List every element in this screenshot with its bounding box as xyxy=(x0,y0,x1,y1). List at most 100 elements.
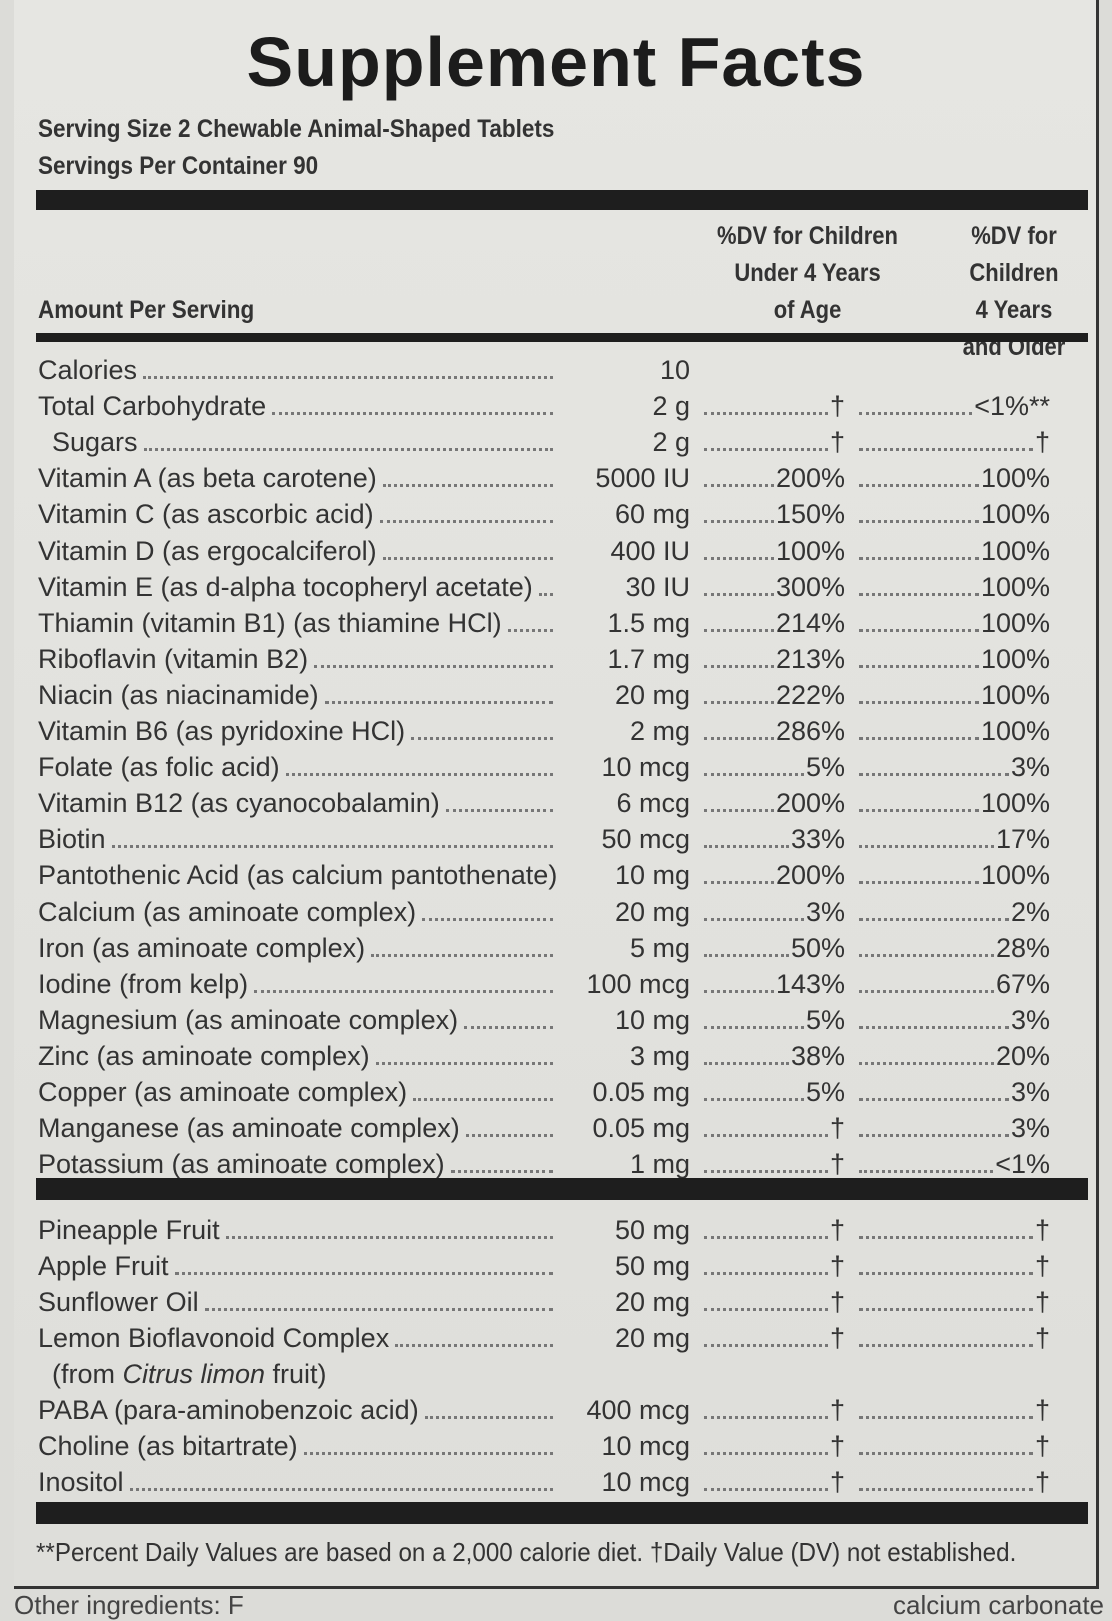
dot-leader xyxy=(382,556,553,560)
dv-under4-cell: 213% xyxy=(690,643,845,675)
dv-older: 20% xyxy=(995,1040,1050,1071)
nutrient-name-cell: Niacin (as niacinamide) xyxy=(38,679,565,711)
nutrient-name: Zinc (as aminoate complex) xyxy=(38,1040,370,1071)
dot-leader xyxy=(859,412,973,416)
nutrient-name-cell: Calcium (as aminoate complex) xyxy=(38,896,565,928)
dot-leader xyxy=(704,1308,828,1311)
nutrient-name-cell: Vitamin B12 (as cyanocobalamin) xyxy=(38,787,565,819)
nutrient-amount: 0.05 mg xyxy=(592,1077,690,1107)
dv-older: † xyxy=(1034,1395,1050,1425)
nutrient-row: Riboflavin (vitamin B2) 1.7 mg 213% 100% xyxy=(38,639,1050,675)
dv-under4: 100% xyxy=(775,535,845,566)
header-line: %DV for Children xyxy=(717,222,898,250)
nutrient-name: Biotin xyxy=(38,824,106,855)
dot-leader xyxy=(859,1308,1033,1311)
dot-leader xyxy=(254,989,553,993)
dot-leader xyxy=(704,1488,828,1491)
nutrient-name: Vitamin C (as ascorbic acid) xyxy=(38,499,374,530)
nutrient-amount: 10 xyxy=(659,355,690,385)
nutrient-name-cell: Lemon Bioflavonoid Complex xyxy=(38,1322,565,1354)
nutrient-row: Calcium (as aminoate complex) 20 mg 3% 2… xyxy=(38,892,1050,928)
dot-leader xyxy=(859,664,979,668)
dv-older: 100% xyxy=(980,860,1050,891)
dv-older: † xyxy=(1034,427,1050,458)
dv-under4-cell: 214% xyxy=(690,607,845,639)
dv-older-cell: 17% xyxy=(845,823,1050,855)
dv-under4: † xyxy=(829,1431,845,1461)
dv-under4: † xyxy=(829,427,845,458)
nutrient-row: Potassium (as aminoate complex) 1 mg † <… xyxy=(38,1144,1050,1180)
dot-leader xyxy=(704,1416,828,1419)
nutrient-row: Vitamin A (as beta carotene) 5000 IU 200… xyxy=(38,458,1050,494)
dot-leader xyxy=(859,1170,994,1174)
header-line: of Age xyxy=(773,296,842,324)
dv-older: † xyxy=(1034,1215,1050,1245)
nutrient-name: Vitamin B12 (as cyanocobalamin) xyxy=(38,788,440,819)
dot-leader xyxy=(450,1170,553,1174)
dv-older: 100% xyxy=(980,463,1050,494)
dv-older: 67% xyxy=(995,968,1050,999)
dv-older-cell: 100% xyxy=(845,462,1050,494)
dot-leader xyxy=(464,1025,553,1029)
dot-leader xyxy=(859,1025,1009,1029)
dv-under4: 5% xyxy=(805,752,845,783)
dot-leader xyxy=(859,1488,1033,1491)
dot-leader xyxy=(704,989,774,993)
nutrient-row: Inositol 10 mcg † † xyxy=(38,1462,1050,1498)
dot-leader xyxy=(859,809,979,813)
dot-leader xyxy=(174,1272,553,1275)
nutrient-row: PABA (para-aminobenzoic acid) 400 mcg † … xyxy=(38,1390,1050,1426)
dot-leader xyxy=(538,592,553,596)
serving-size: Serving Size 2 Chewable Animal-Shaped Ta… xyxy=(38,115,555,143)
nutrient-name: Total Carbohydrate xyxy=(38,391,267,422)
thick-divider xyxy=(36,1502,1088,1524)
dot-leader xyxy=(859,737,979,740)
nutrient-name-cell: Zinc (as aminoate complex) xyxy=(38,1040,565,1072)
nutrient-row: Iron (as aminoate complex) 5 mg 50% 28% xyxy=(38,928,1050,964)
nutrient-name-cell: Pineapple Fruit xyxy=(38,1214,565,1246)
dv-older: † xyxy=(1034,1323,1050,1353)
dv-older: 100% xyxy=(980,643,1050,674)
dot-leader xyxy=(859,773,1009,777)
dv-older: 2% xyxy=(1010,896,1050,927)
nutrient-amount: 20 mg xyxy=(614,679,690,710)
nutrient-amount: 20 mg xyxy=(614,896,690,927)
dv-older-cell: 100% xyxy=(845,607,1050,639)
dv-under4-cell: † xyxy=(690,1322,845,1354)
nutrient-row: Magnesium (as aminoate complex) 10 mg 5%… xyxy=(38,1000,1050,1036)
dv-under4: † xyxy=(829,391,845,422)
nutrient-amount: 2 g xyxy=(652,427,690,458)
dot-leader xyxy=(371,953,553,957)
dv-older-cell: 20% xyxy=(845,1040,1050,1072)
dot-leader xyxy=(704,1134,828,1138)
dv-under4: † xyxy=(829,1395,845,1425)
nutrient-amount: 5 mg xyxy=(629,932,690,963)
dot-leader xyxy=(704,737,774,740)
nutrient-name-cell: Riboflavin (vitamin B2) xyxy=(38,643,565,675)
dot-leader xyxy=(422,917,553,921)
nutrient-name: Apple Fruit xyxy=(38,1251,169,1281)
dv-under4: † xyxy=(829,1149,845,1180)
dot-leader xyxy=(859,520,979,524)
dot-leader xyxy=(704,556,774,560)
nutrient-name: Manganese (as aminoate complex) xyxy=(38,1113,460,1144)
dot-leader xyxy=(285,773,553,777)
dv-under4-cell: † xyxy=(690,390,845,422)
dv-older-cell: 100% xyxy=(845,787,1050,819)
header-line: 4 Years xyxy=(975,296,1053,324)
dot-leader xyxy=(375,1061,553,1065)
dot-leader xyxy=(704,592,774,596)
nutrient-name-cell: Apple Fruit xyxy=(38,1250,565,1282)
dot-leader xyxy=(704,448,828,452)
nutrient-row: Sunflower Oil 20 mg † † xyxy=(38,1282,1050,1318)
nutrient-name-cell: Inositol xyxy=(38,1466,565,1498)
dot-leader xyxy=(445,809,553,813)
dot-leader xyxy=(204,1308,553,1311)
nutrient-name-cell: PABA (para-aminobenzoic acid) xyxy=(38,1394,565,1426)
dot-leader xyxy=(704,1061,789,1065)
dot-leader xyxy=(143,448,553,452)
dot-leader xyxy=(704,628,774,632)
nutrient-name-cell: Vitamin E (as d-alpha tocopheryl acetate… xyxy=(38,571,565,603)
dv-older-cell: † xyxy=(845,426,1050,458)
nutrient-amount: 1 mg xyxy=(629,1149,690,1180)
